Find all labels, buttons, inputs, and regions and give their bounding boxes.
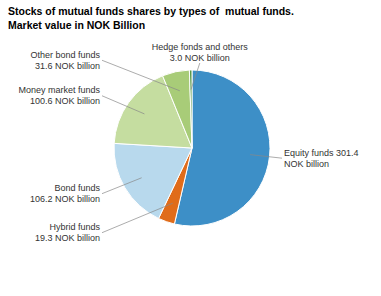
- leader-line: [191, 63, 200, 90]
- leader-line: [250, 155, 282, 159]
- slice-label: Equity funds 301.4NOK billion: [284, 148, 359, 169]
- pie-slice: [163, 70, 192, 148]
- leader-lines: [102, 60, 282, 232]
- title: Stocks of mutual funds shares by types o…: [8, 5, 294, 17]
- slice-label: Other bond funds31.6 NOK billion: [30, 50, 100, 71]
- leader-line: [102, 60, 180, 91]
- slice-label: Bond funds106.2 NOK billion: [30, 183, 101, 204]
- leader-line: [102, 96, 144, 114]
- pie: [114, 70, 270, 226]
- pie-slice: [189, 70, 192, 148]
- background: [0, 0, 381, 296]
- leader-line: [102, 203, 173, 232]
- chart-container: Stocks of mutual funds shares by types o…: [0, 0, 381, 296]
- slice-label: Hedge fonds and others3.0 NOK billion: [152, 42, 249, 63]
- slice-label: Money market funds100.6 NOK billion: [18, 85, 100, 106]
- chart: Stocks of mutual funds shares by types o…: [0, 0, 381, 296]
- slice-labels: Other bond funds31.6 NOK billion Money ma…: [18, 42, 358, 243]
- pie-slice: [114, 143, 192, 218]
- leader-line: [102, 178, 142, 194]
- slice-label: Hybrid funds19.3 NOK billion: [35, 222, 101, 243]
- subtitle: Market value in NOK Billion: [8, 19, 145, 31]
